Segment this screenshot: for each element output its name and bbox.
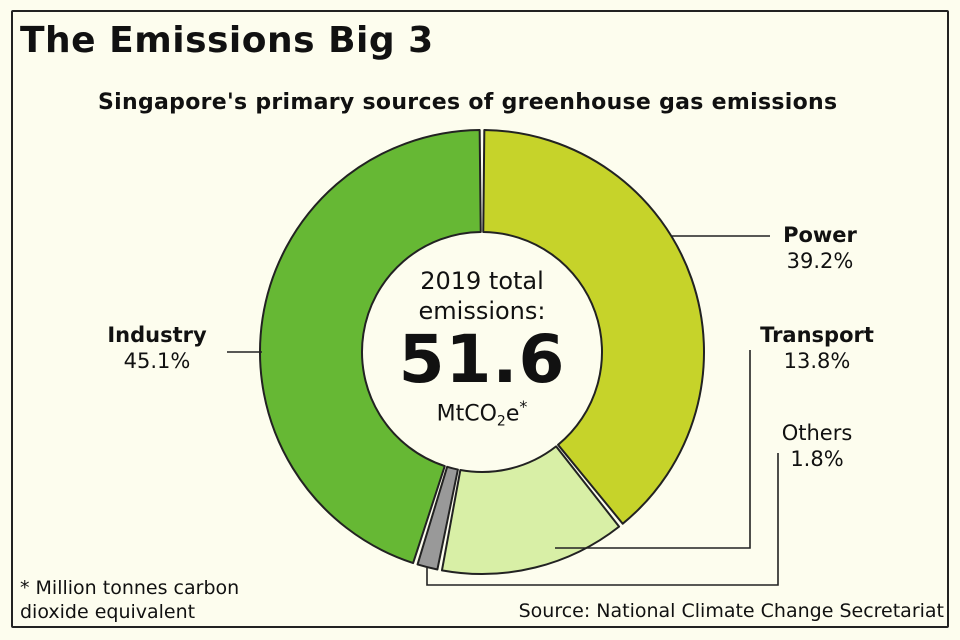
- label-others: Others 1.8%: [762, 420, 872, 472]
- label-transport-pct: 13.8%: [783, 349, 851, 373]
- label-others-pct: 1.8%: [790, 447, 844, 471]
- unit-end: e: [505, 401, 520, 427]
- total-label-line1: 2019 total: [420, 267, 544, 295]
- footnote-line2: dioxide equivalent: [20, 601, 196, 623]
- unit-main: MtCO: [436, 401, 497, 427]
- total-label-line2: emissions:: [418, 297, 546, 325]
- segment-transport: [440, 445, 621, 575]
- unit-sub: 2: [496, 413, 506, 430]
- leader-lines: [227, 235, 779, 586]
- footnote-line1: * Million tonnes carbon: [20, 577, 240, 599]
- label-transport: Transport 13.8%: [742, 322, 892, 374]
- unit-star: *: [519, 397, 528, 416]
- segment-power: [482, 129, 705, 525]
- segment-others: [416, 465, 459, 571]
- label-industry: Industry 45.1%: [92, 322, 222, 374]
- source-note: Source: National Climate Change Secretar…: [518, 600, 944, 622]
- total-value: 51.6: [398, 321, 566, 398]
- chart-frame: [11, 10, 949, 628]
- total-unit: MtCO2e*: [382, 394, 582, 435]
- label-power: Power 39.2%: [770, 222, 870, 274]
- label-transport-name: Transport: [760, 323, 874, 347]
- label-industry-name: Industry: [107, 323, 207, 347]
- footnote: * Million tonnes carbon dioxide equivale…: [20, 576, 239, 624]
- label-others-name: Others: [781, 421, 853, 445]
- label-power-pct: 39.2%: [786, 249, 854, 273]
- segment-industry: [259, 129, 482, 565]
- total-emissions: 2019 total emissions: 51.6 MtCO2e*: [382, 266, 582, 435]
- chart-subtitle: Singapore's primary sources of greenhous…: [98, 90, 838, 115]
- label-industry-pct: 45.1%: [123, 349, 191, 373]
- label-power-name: Power: [783, 223, 857, 247]
- chart-title: The Emissions Big 3: [20, 20, 434, 61]
